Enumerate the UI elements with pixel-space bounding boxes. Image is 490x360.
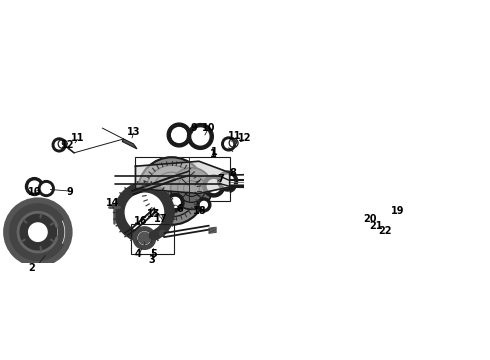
- Circle shape: [203, 175, 225, 197]
- Polygon shape: [122, 139, 137, 149]
- Circle shape: [403, 214, 407, 218]
- Text: 21: 21: [369, 221, 383, 231]
- Circle shape: [19, 213, 57, 251]
- Circle shape: [11, 205, 65, 260]
- Circle shape: [4, 198, 72, 266]
- Circle shape: [192, 128, 209, 145]
- Bar: [136, 157, 230, 201]
- Circle shape: [222, 137, 236, 151]
- Circle shape: [171, 168, 212, 209]
- Circle shape: [25, 177, 43, 195]
- Text: 12: 12: [238, 133, 251, 143]
- Circle shape: [149, 231, 157, 239]
- Circle shape: [150, 207, 158, 215]
- Circle shape: [139, 232, 150, 244]
- Circle shape: [41, 184, 51, 193]
- Circle shape: [225, 140, 233, 148]
- Circle shape: [142, 211, 152, 221]
- Circle shape: [28, 222, 48, 242]
- Circle shape: [370, 213, 382, 225]
- Text: 15: 15: [147, 209, 160, 219]
- Circle shape: [62, 140, 67, 145]
- Circle shape: [413, 220, 417, 224]
- Text: 10: 10: [202, 123, 216, 133]
- Text: 9: 9: [191, 123, 197, 133]
- Circle shape: [383, 216, 401, 234]
- Circle shape: [218, 171, 238, 191]
- Circle shape: [200, 201, 207, 208]
- Text: 2: 2: [28, 263, 35, 273]
- Text: 22: 22: [378, 226, 392, 236]
- Circle shape: [18, 212, 58, 252]
- Text: 20: 20: [363, 214, 377, 224]
- Text: 6: 6: [177, 204, 183, 214]
- Circle shape: [138, 157, 205, 225]
- Circle shape: [166, 193, 184, 211]
- Circle shape: [138, 231, 151, 245]
- Circle shape: [364, 212, 371, 220]
- Circle shape: [379, 218, 388, 227]
- Circle shape: [29, 181, 40, 192]
- Circle shape: [392, 206, 424, 238]
- Text: 16: 16: [134, 216, 147, 226]
- Circle shape: [207, 180, 220, 193]
- Circle shape: [170, 197, 180, 207]
- Circle shape: [55, 141, 63, 149]
- Text: 7: 7: [218, 174, 224, 184]
- Circle shape: [155, 231, 162, 238]
- Circle shape: [133, 227, 155, 249]
- Circle shape: [373, 216, 380, 223]
- Text: 5: 5: [150, 249, 157, 259]
- Text: 1: 1: [211, 147, 218, 157]
- Circle shape: [159, 230, 165, 236]
- Circle shape: [403, 226, 407, 230]
- Text: 1: 1: [209, 149, 216, 159]
- Text: 8: 8: [229, 168, 236, 177]
- Circle shape: [38, 181, 54, 197]
- Text: 10: 10: [27, 188, 41, 198]
- Bar: [130, 224, 174, 254]
- Circle shape: [375, 214, 391, 230]
- Circle shape: [188, 123, 213, 149]
- Circle shape: [222, 175, 234, 187]
- Text: 13: 13: [127, 126, 140, 136]
- Text: 17: 17: [153, 214, 167, 224]
- Circle shape: [144, 213, 150, 219]
- Text: 18: 18: [193, 206, 207, 216]
- Text: 11: 11: [228, 131, 242, 141]
- Text: 12: 12: [61, 140, 74, 150]
- Circle shape: [52, 138, 66, 152]
- Circle shape: [397, 211, 419, 233]
- Circle shape: [167, 123, 191, 147]
- Text: 14: 14: [105, 198, 119, 208]
- Polygon shape: [136, 161, 230, 193]
- Circle shape: [361, 209, 374, 223]
- Circle shape: [157, 205, 164, 212]
- Circle shape: [410, 214, 414, 218]
- Text: 4: 4: [135, 249, 142, 259]
- Text: 19: 19: [392, 206, 405, 216]
- Text: 9: 9: [67, 188, 74, 198]
- Circle shape: [124, 193, 164, 232]
- Text: 11: 11: [71, 133, 85, 143]
- Circle shape: [398, 212, 418, 232]
- Circle shape: [12, 206, 64, 258]
- Circle shape: [399, 220, 403, 224]
- Text: 3: 3: [148, 255, 155, 265]
- Circle shape: [197, 198, 211, 212]
- Circle shape: [410, 226, 414, 230]
- Circle shape: [233, 139, 238, 144]
- Circle shape: [115, 183, 174, 242]
- Circle shape: [387, 220, 397, 230]
- Circle shape: [172, 127, 187, 143]
